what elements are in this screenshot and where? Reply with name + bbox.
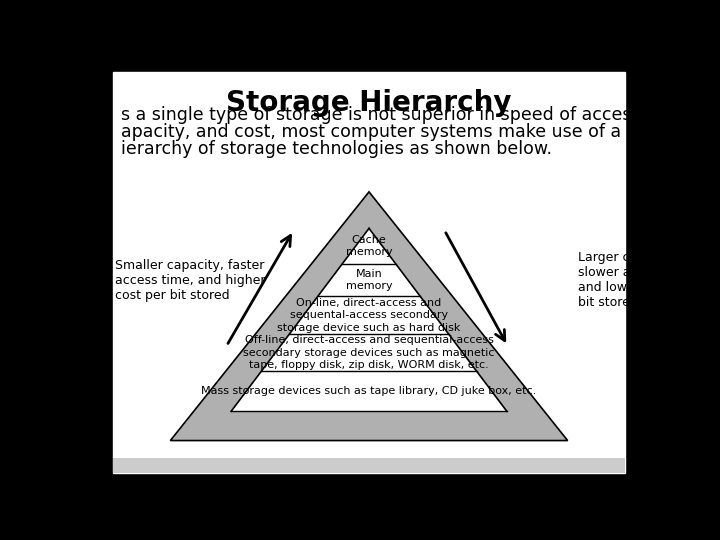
- Polygon shape: [231, 228, 507, 411]
- Text: Mass storage devices such as tape library, CD juke box, etc.: Mass storage devices such as tape librar…: [202, 386, 536, 396]
- Text: Off-line, direct-access and sequential-access
secondary storage devices such as : Off-line, direct-access and sequential-a…: [243, 335, 495, 370]
- Bar: [112, 457, 626, 473]
- Text: Main
memory: Main memory: [346, 269, 392, 291]
- Text: apacity, and cost, most computer systems make use of a: apacity, and cost, most computer systems…: [121, 123, 621, 141]
- Text: s a single type of storage is not superior in speed of access,: s a single type of storage is not superi…: [121, 106, 646, 124]
- Polygon shape: [171, 192, 567, 441]
- Text: ierarchy of storage technologies as shown below.: ierarchy of storage technologies as show…: [121, 140, 552, 158]
- Text: Cache
memory: Cache memory: [346, 235, 392, 258]
- Text: Smaller capacity, faster
access time, and higher
cost per bit stored: Smaller capacity, faster access time, an…: [115, 259, 266, 302]
- Text: Larger capacity,
slower access time,
and lower cost per
bit stored: Larger capacity, slower access time, and…: [578, 252, 702, 309]
- Text: On-line, direct-access and
sequental-access secondary
storage device such as har: On-line, direct-access and sequental-acc…: [277, 298, 461, 333]
- Text: Storage Hierarchy: Storage Hierarchy: [226, 90, 512, 117]
